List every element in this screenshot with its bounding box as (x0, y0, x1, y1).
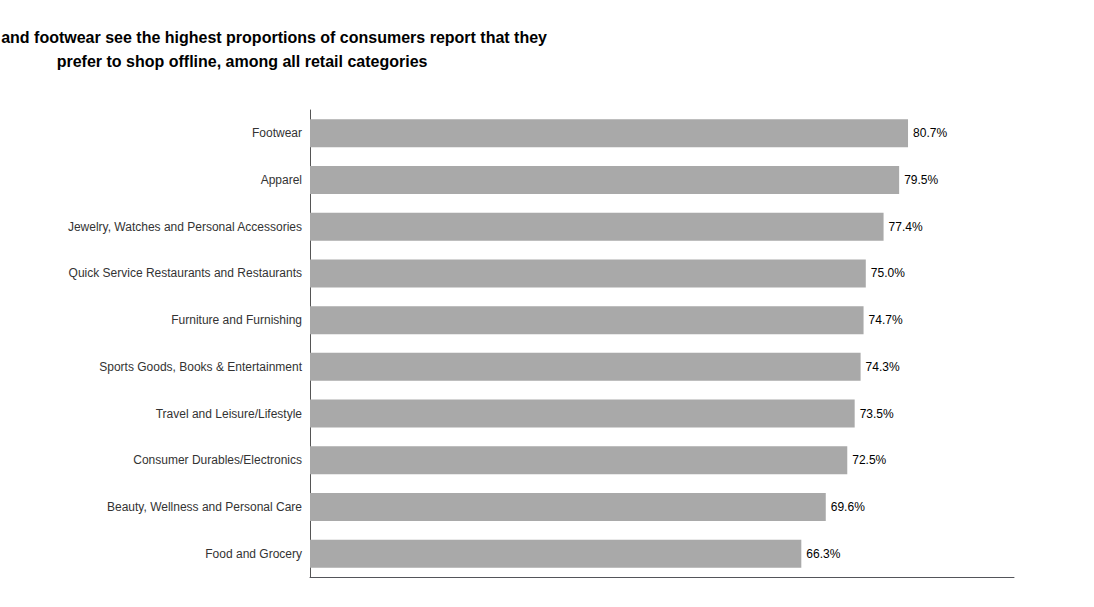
svg-text:75.0%: 75.0% (871, 266, 905, 280)
svg-text:Apparel and footwear see the h: Apparel and footwear see the highest pro… (0, 29, 547, 46)
svg-text:Food and Grocery: Food and Grocery (205, 547, 302, 561)
svg-text:79.5%: 79.5% (904, 173, 938, 187)
svg-text:74.3%: 74.3% (866, 360, 900, 374)
svg-text:prefer to shop offline, among: prefer to shop offline, among all retail… (57, 53, 428, 70)
svg-text:Sports Goods, Books & Entertai: Sports Goods, Books & Entertainment (99, 360, 302, 374)
svg-text:77.4%: 77.4% (889, 220, 923, 234)
svg-text:Furniture and Furnishing: Furniture and Furnishing (171, 313, 302, 327)
svg-text:80.7%: 80.7% (913, 126, 947, 140)
svg-text:72.5%: 72.5% (852, 453, 886, 467)
svg-text:74.7%: 74.7% (869, 313, 903, 327)
svg-text:Apparel: Apparel (261, 173, 302, 187)
svg-text:Footwear: Footwear (252, 126, 302, 140)
svg-text:73.5%: 73.5% (860, 407, 894, 421)
svg-text:Jewelry, Watches and Personal: Jewelry, Watches and Personal Accessorie… (68, 220, 302, 234)
svg-text:Consumer Durables/Electronics: Consumer Durables/Electronics (133, 453, 302, 467)
svg-text:69.6%: 69.6% (831, 500, 865, 514)
svg-text:Travel and Leisure/Lifestyle: Travel and Leisure/Lifestyle (156, 407, 303, 421)
svg-text:Beauty, Wellness and Personal: Beauty, Wellness and Personal Care (107, 500, 302, 514)
svg-text:Quick Service Restaurants and: Quick Service Restaurants and Restaurant… (69, 266, 302, 280)
svg-text:66.3%: 66.3% (806, 547, 840, 561)
